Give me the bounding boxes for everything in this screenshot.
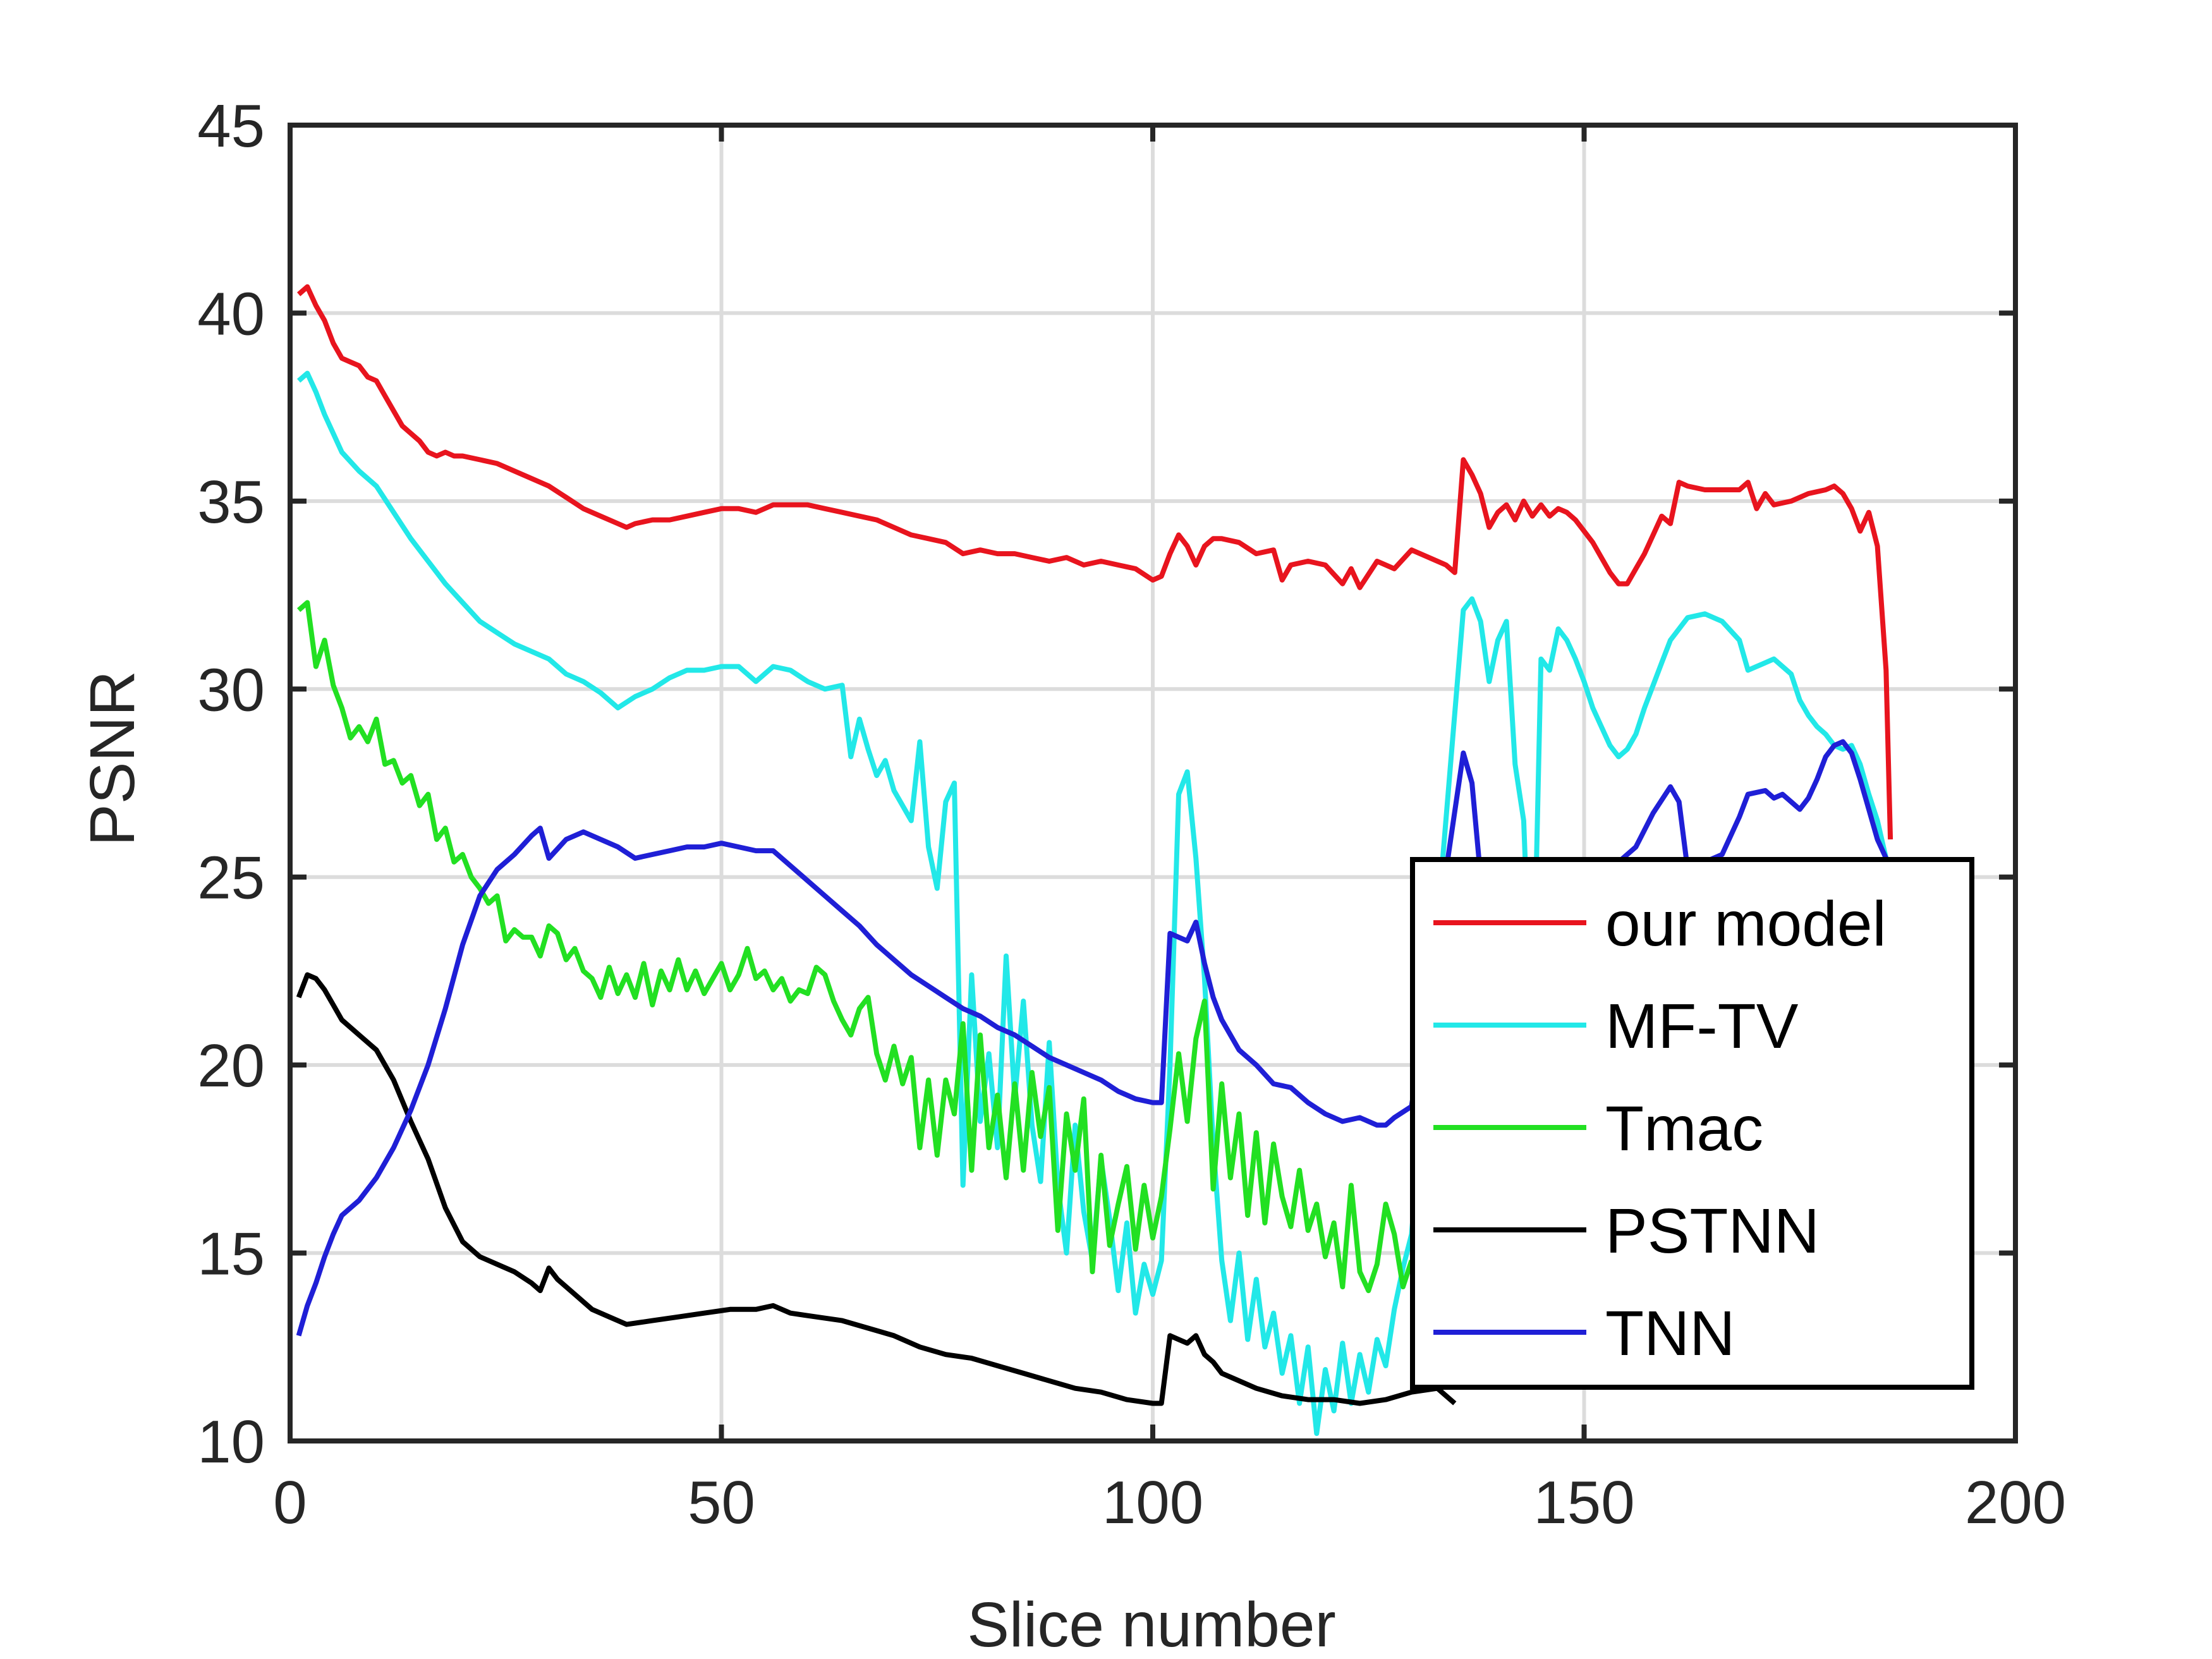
series-line-pstnn — [296, 972, 1457, 1406]
legend: our model MF-TV Tmac PSTNN TNN — [1410, 857, 1974, 1390]
legend-label-mf-tv: MF-TV — [1605, 991, 1799, 1062]
series-lines — [296, 284, 1893, 1437]
x-tick-label: 0 — [273, 1469, 307, 1536]
series-line-tnn — [296, 739, 1888, 1337]
tick-labels: 0 50 100 150 200 10 15 20 25 30 35 40 45 — [197, 92, 2066, 1536]
x-tick-label: 50 — [688, 1469, 755, 1536]
series-line-mf-tv — [296, 370, 1889, 1437]
legend-label-tmac: Tmac — [1605, 1093, 1763, 1164]
y-tick-label: 10 — [197, 1408, 265, 1476]
y-tick-label: 20 — [197, 1032, 265, 1100]
x-axis-label: Slice number — [967, 1589, 1336, 1659]
legend-box — [1410, 857, 1974, 1390]
legend-label-pstnn: PSTNN — [1605, 1196, 1820, 1267]
legend-label-tnn: TNN — [1605, 1298, 1735, 1369]
grid-lines — [288, 123, 2017, 1443]
y-tick-label: 45 — [197, 92, 265, 160]
y-axis-label: PSNR — [77, 671, 148, 846]
y-tick-label: 25 — [197, 844, 265, 912]
x-tick-label: 150 — [1533, 1469, 1634, 1536]
y-tick-label: 35 — [197, 468, 265, 536]
series-line-our-model — [296, 284, 1893, 840]
series-line-tmac — [296, 600, 1414, 1294]
legend-label-our-model: our model — [1605, 889, 1887, 959]
axes — [288, 123, 2018, 1443]
y-tick-label: 40 — [197, 280, 265, 348]
x-tick-label: 100 — [1102, 1469, 1203, 1536]
y-tick-label: 30 — [197, 656, 265, 724]
y-tick-label: 15 — [197, 1220, 265, 1288]
x-tick-label: 200 — [1965, 1469, 2066, 1536]
